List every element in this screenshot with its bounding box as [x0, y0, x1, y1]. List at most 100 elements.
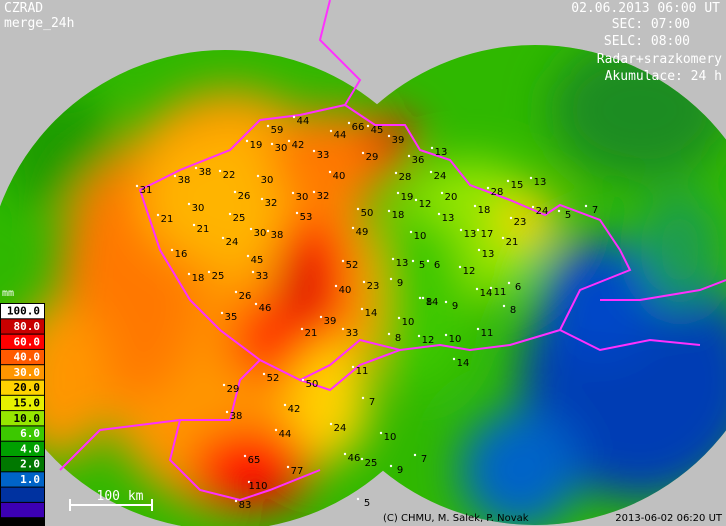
station-value: 52: [267, 373, 280, 384]
gauge-dot: [221, 236, 225, 240]
gauge-dot: [187, 272, 191, 276]
gauge-dot: [413, 453, 417, 457]
gauge-dot: [292, 115, 296, 119]
gauge-dot: [266, 229, 270, 233]
station-value: 25: [212, 271, 225, 282]
station-value: 28: [399, 172, 412, 183]
station-value: 10: [414, 231, 427, 242]
gauge-dot: [228, 212, 232, 216]
station-value: 59: [271, 125, 284, 136]
station-value: 12: [422, 335, 435, 346]
station-value: 29: [227, 384, 240, 395]
station-value: 8: [426, 297, 432, 308]
station-value: 42: [292, 140, 305, 151]
gauge-dot: [256, 174, 260, 178]
legend-swatch: [1, 411, 44, 426]
gauge-dot: [266, 124, 270, 128]
station-value: 18: [192, 273, 205, 284]
legend-swatch: [1, 319, 44, 334]
legend-swatch: [1, 304, 44, 319]
station-value: 26: [238, 191, 251, 202]
station-value: 21: [197, 224, 210, 235]
station-value: 9: [397, 278, 403, 289]
product: CZRAD: [4, 1, 43, 16]
station-value: 50: [306, 379, 319, 390]
border: [59, 0, 726, 471]
station-value: 24: [434, 171, 447, 182]
station-value: 77: [291, 466, 304, 477]
gauge-dot: [557, 209, 561, 213]
gauge-dot: [329, 129, 333, 133]
legend-swatch: [1, 441, 44, 456]
station-value: 23: [514, 217, 527, 228]
station-value: 25: [365, 458, 378, 469]
gauge-dot: [351, 365, 355, 369]
station-value: 28: [491, 187, 504, 198]
gauge-dot: [247, 480, 251, 484]
legend-label: 1.0: [20, 473, 40, 486]
gauge-dot: [452, 357, 456, 361]
gauge-dot: [414, 198, 418, 202]
gauge-dot: [220, 311, 224, 315]
credits: (C) CHMU, M. Salek, P. Novak: [383, 513, 529, 524]
station-value: 18: [392, 210, 405, 221]
gauge-dot: [429, 170, 433, 174]
station-value: 46: [259, 303, 272, 314]
station-value: 6: [515, 282, 521, 293]
station-value: 23: [367, 281, 380, 292]
station-value: 7: [369, 397, 375, 408]
station-value: 21: [161, 214, 174, 225]
legend-swatch: [1, 457, 44, 472]
station-value: 5: [364, 498, 370, 509]
station-value: 7: [421, 454, 427, 465]
station-value: 50: [361, 208, 374, 219]
gauge-dot: [192, 223, 196, 227]
gauge-dot: [234, 499, 238, 503]
station-value: 39: [392, 135, 405, 146]
gauge-dot: [334, 284, 338, 288]
gauge-dot: [409, 230, 413, 234]
station-value: 49: [356, 227, 369, 238]
legend-swatch: [1, 349, 44, 365]
gauge-dot: [584, 204, 588, 208]
station-value: 24: [226, 237, 239, 248]
station-value: 11: [494, 287, 507, 298]
gauge-dot: [437, 212, 441, 216]
station-value: 14: [426, 297, 439, 308]
gauge-dot: [245, 139, 249, 143]
station-value: 44: [334, 130, 347, 141]
gauge-dot: [426, 259, 430, 263]
station-value: 32: [265, 198, 278, 209]
gauge-dot: [506, 179, 510, 183]
station-value: 38: [230, 411, 243, 422]
gauge-dot: [407, 154, 411, 158]
station-value: 12: [419, 199, 432, 210]
gauge-dot: [476, 228, 480, 232]
station-value: 32: [317, 191, 330, 202]
gauge-dot: [360, 307, 364, 311]
gauge-dot: [301, 378, 305, 382]
gauge-dot: [502, 304, 506, 308]
station-value: 21: [506, 237, 519, 248]
gauge-dot: [477, 248, 481, 252]
station-value: 10: [402, 317, 415, 328]
station-value: 42: [288, 404, 301, 415]
gauge-dot: [300, 327, 304, 331]
gauge-dot: [254, 302, 258, 306]
station-value: 5: [419, 260, 425, 271]
station-value: 30: [275, 143, 288, 154]
mode: merge_24h: [4, 16, 74, 31]
station-value: 22: [223, 170, 236, 181]
station-value: 46: [348, 453, 361, 464]
station-value: 30: [254, 228, 267, 239]
sec: SEC: 07:00: [612, 17, 690, 32]
gauge-dot: [366, 124, 370, 128]
gauge-dot: [233, 190, 237, 194]
gauge-dot: [260, 197, 264, 201]
gauge-dot: [361, 151, 365, 155]
legend-swatch: [1, 487, 44, 502]
gauge-dot: [270, 142, 274, 146]
legend-label: 20.0: [14, 381, 41, 394]
legend-swatch: [1, 502, 44, 518]
